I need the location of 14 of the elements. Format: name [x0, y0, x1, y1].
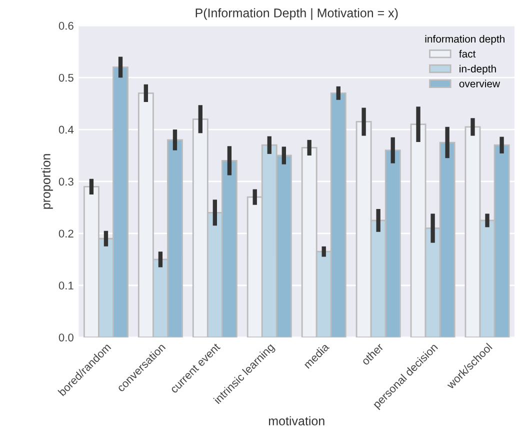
chart-title: P(Information Depth | Motivation = x)	[196, 8, 398, 20]
y-tick-label: 0.6	[58, 22, 74, 30]
y-tick-label: 0.4	[58, 126, 74, 134]
y-tick-label: 0.5	[58, 74, 74, 82]
legend-label: fact	[459, 50, 476, 58]
y-tick-label: 0.0	[58, 334, 74, 342]
legend-label: in-depth	[460, 64, 496, 75]
x-axis-title: motivation	[268, 416, 324, 426]
legend-title: information depth	[425, 34, 504, 45]
legend-label: overview	[459, 80, 500, 88]
y-tick-label: 0.3	[58, 178, 74, 186]
y-axis-title: proportion	[41, 154, 53, 209]
y-tick-label: 0.1	[58, 282, 74, 290]
y-tick-label: 0.2	[58, 230, 74, 238]
